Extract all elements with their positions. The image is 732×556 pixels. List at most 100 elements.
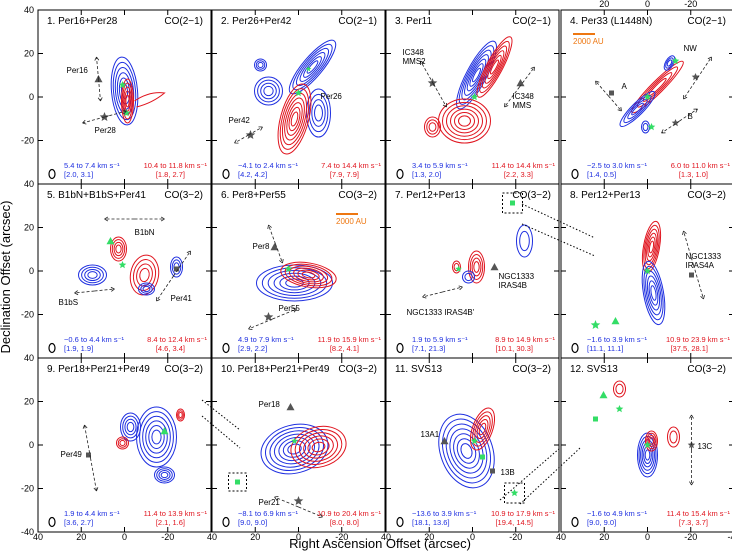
- blue-contour: [273, 433, 316, 465]
- blue-contour: [151, 429, 162, 445]
- panel-title: 12. SVS13: [570, 364, 618, 375]
- outflow-axis-b-head: [318, 513, 323, 518]
- outflow-axis-a: [683, 77, 698, 100]
- red-contour: [631, 60, 684, 114]
- outflow-axis-a-head: [661, 129, 666, 134]
- blue-velocity-range: 1.9 to 5.9 km s⁻¹: [412, 335, 468, 344]
- blue-contour: [138, 282, 155, 296]
- blue-contour: [453, 433, 480, 469]
- red-contour: [454, 112, 475, 130]
- blue-contour: [255, 60, 266, 70]
- panel-4: NW A B 4. Per33 (L1448N) CO(2−1) 2000 AU −2.5 …: [560, 9, 732, 185]
- red-contour: [280, 261, 337, 289]
- red-velocity-range: 10.4 to 11.8 km s⁻¹: [144, 161, 208, 170]
- panel-line: CO(2−1): [512, 16, 551, 27]
- red-contour: [468, 250, 485, 284]
- blue-contour-levels: [18.1, 13.6]: [412, 518, 450, 527]
- blue-contour: [442, 418, 491, 484]
- outflow-axis-b-head: [93, 487, 99, 492]
- panel-plot-area: B1bN B1bS Per41: [59, 216, 192, 307]
- source-label: IRAS4B: [499, 281, 527, 290]
- source-square: [689, 272, 694, 278]
- zoom-connector: [521, 223, 596, 257]
- blue-contour: [619, 91, 656, 127]
- top-tick-label: -20: [684, 0, 697, 9]
- top-tick-label: 20: [599, 0, 609, 9]
- beam-ellipse: [48, 342, 56, 354]
- zoom-box: [502, 192, 523, 214]
- blue-contour: [299, 52, 326, 82]
- zoom-connector: [521, 203, 596, 239]
- outflow-axis-a: [595, 80, 609, 97]
- x-tick-label: -20: [509, 532, 522, 542]
- red-velocity-range: 10.9 to 17.9 km s⁻¹: [491, 509, 555, 518]
- beam-ellipse: [396, 342, 404, 354]
- red-contour: [297, 269, 320, 281]
- blue-contour: [643, 265, 664, 321]
- outflow-axis-a: [422, 291, 443, 298]
- red-contour: [479, 40, 510, 94]
- panel-6: Per8 Per55 6. Per8+Per55 CO(3−2) 2000 AU 4.9 …: [211, 183, 386, 359]
- outflow-axis-b-head: [700, 295, 705, 300]
- outflow-axis-a: [74, 290, 95, 294]
- red-velocity-range: 11.4 to 13.9 km s⁻¹: [144, 509, 208, 518]
- x-axis-title: Right Ascension Offset (arcsec): [289, 536, 471, 551]
- source-label: Per55: [279, 304, 301, 313]
- blue-contour: [273, 272, 316, 294]
- blue-contour: [154, 466, 175, 484]
- red-contour: [281, 92, 308, 146]
- blue-contour: [78, 264, 107, 286]
- blue-contour: [257, 61, 264, 69]
- panel-plot-area: Per8 Per55: [248, 224, 337, 330]
- panel-line: CO(2−1): [164, 16, 203, 27]
- blue-contour-levels: [3.6, 2.7]: [64, 518, 93, 527]
- source-star: [643, 441, 652, 449]
- red-contour: [458, 115, 471, 127]
- source-label: Per16: [67, 66, 89, 75]
- beam-ellipse: [48, 168, 56, 180]
- source-star-gray: [293, 496, 304, 505]
- blue-contour: [516, 224, 533, 258]
- source-star-gray: [263, 312, 274, 321]
- source-star: [470, 93, 479, 101]
- blue-contour: [84, 268, 101, 282]
- red-contour: [669, 430, 678, 444]
- red-contour: [294, 429, 343, 465]
- red-contour: [615, 383, 624, 395]
- blue-contour: [288, 39, 337, 95]
- blue-contour-levels: [11.1, 11.1]: [587, 344, 623, 353]
- red-contour: [646, 232, 657, 262]
- red-velocity-range: 10.9 to 23.9 km s⁻¹: [666, 335, 730, 344]
- red-contour: [426, 119, 439, 135]
- blue-contour: [81, 266, 104, 284]
- panel-line: CO(3−2): [687, 364, 726, 375]
- red-contour: [284, 97, 305, 141]
- source-label: NW: [684, 44, 698, 53]
- source-square: [86, 452, 91, 458]
- panel-plot-area: Per18 Per21: [228, 400, 347, 518]
- blue-velocity-range: −0.6 to 4.4 km s⁻¹: [64, 335, 125, 344]
- blue-contour: [140, 284, 153, 294]
- outflow-axis-a-head: [422, 293, 427, 299]
- red-contour: [648, 240, 655, 254]
- panel-line: CO(3−2): [512, 190, 551, 201]
- outflow-axis-a-head: [682, 230, 687, 235]
- red-contour: [290, 425, 347, 469]
- y-tick-label: 0: [29, 92, 34, 102]
- blue-contour: [469, 63, 484, 87]
- red-contour: [293, 267, 324, 283]
- y-tick-label: 20: [24, 397, 34, 407]
- red-contour-levels: [7.3, 3.7]: [679, 518, 708, 527]
- y-tick-label: 0: [29, 440, 34, 450]
- outflow-axis-a-head: [419, 60, 425, 66]
- red-contour: [613, 380, 626, 398]
- panel-5: B1bN B1bS Per41 5. B1bN+B1bS+Per41 CO(3−2) −0…: [37, 183, 212, 359]
- panel-11: 13A1 13B 11. SVS13 CO(3−2) −13.6 to 3.9 km s…: [385, 357, 560, 533]
- source-label: IRAS4A: [686, 261, 715, 270]
- red-contour-levels: [4.6, 3.4]: [156, 344, 185, 353]
- outflow-axis-b: [173, 250, 191, 277]
- panel-frame: [37, 183, 212, 359]
- red-contour: [311, 441, 326, 453]
- panel-title: 11. SVS13: [395, 364, 443, 375]
